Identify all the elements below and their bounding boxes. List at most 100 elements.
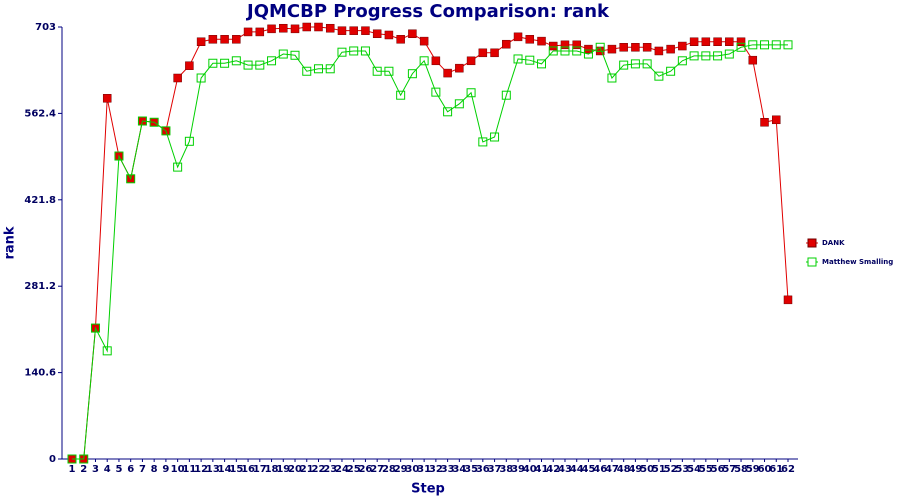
data-point (243, 27, 253, 37)
data-point (302, 66, 312, 76)
data-point (384, 30, 394, 40)
x-tick-label: 9 (162, 464, 169, 475)
data-point (502, 39, 511, 49)
x-tick-label: 28 (382, 464, 396, 475)
x-tick-label: 44 (570, 464, 584, 475)
data-point (678, 41, 687, 51)
x-tick-label: 10 (171, 464, 185, 475)
data-point (584, 44, 593, 54)
data-point (537, 36, 546, 46)
x-tick-label: 33 (441, 464, 455, 475)
x-tick-label: 57 (722, 464, 736, 475)
data-point (220, 35, 229, 44)
x-tick-label: 29 (394, 464, 408, 475)
data-point (349, 26, 358, 35)
data-point (572, 46, 582, 56)
data-point (607, 44, 617, 54)
data-point (619, 60, 629, 70)
data-point (736, 42, 746, 52)
data-point (384, 66, 394, 76)
data-point (501, 90, 511, 100)
x-tick-label: 24 (335, 464, 349, 475)
legend-marker (807, 257, 817, 267)
data-point (677, 56, 687, 66)
data-point (748, 55, 758, 65)
x-tick-label: 60 (758, 464, 772, 475)
data-point (513, 32, 523, 42)
data-point (419, 36, 429, 46)
x-tick-label: 8 (151, 464, 158, 475)
x-tick-label: 43 (558, 464, 572, 475)
data-point (278, 49, 288, 59)
legend-label: DANK (822, 239, 845, 247)
data-point (654, 46, 664, 56)
data-point (325, 23, 335, 33)
data-point (396, 90, 406, 100)
x-tick-label: 32 (429, 464, 443, 475)
data-point (279, 23, 288, 33)
data-point (701, 51, 711, 61)
data-point (560, 40, 570, 50)
data-point (760, 117, 769, 127)
data-point (372, 29, 382, 39)
data-point (478, 48, 488, 58)
x-tick-label: 7 (139, 464, 146, 475)
data-point (196, 73, 206, 83)
y-axis-label: rank (3, 226, 18, 259)
data-point (548, 46, 558, 56)
x-tick-label: 53 (675, 464, 689, 475)
data-point (760, 40, 770, 50)
data-point (595, 42, 605, 52)
data-point (560, 46, 570, 56)
x-tick-label: 30 (405, 464, 419, 475)
x-tick-label: 25 (347, 464, 361, 475)
data-point (360, 46, 370, 56)
data-point (67, 454, 77, 464)
y-tick-label: 281.2 (24, 281, 56, 292)
data-point (443, 107, 453, 117)
data-point (713, 51, 723, 61)
data-point (548, 41, 558, 51)
x-tick-label: 37 (488, 464, 502, 475)
y-tick-label: 703 (35, 22, 56, 33)
data-point (149, 117, 159, 127)
data-point (583, 49, 593, 59)
x-tick-label: 13 (206, 464, 220, 475)
data-point (454, 99, 464, 109)
data-point (208, 58, 218, 68)
x-tick-label: 51 (652, 464, 666, 475)
data-point (408, 29, 417, 39)
x-tick-label: 6 (127, 464, 134, 475)
data-point (666, 44, 675, 54)
data-point (361, 26, 370, 35)
x-tick-label: 20 (288, 464, 302, 475)
data-point (349, 46, 359, 56)
data-point (220, 58, 230, 68)
data-point (478, 137, 488, 147)
x-tick-label: 11 (182, 464, 196, 475)
legend-marker (807, 238, 817, 248)
x-tick-label: 26 (358, 464, 372, 475)
data-point (725, 37, 734, 46)
data-point (372, 66, 382, 76)
data-point (102, 346, 112, 356)
x-tick-label: 31 (417, 464, 431, 475)
series-line (72, 26, 789, 460)
data-point (137, 116, 147, 126)
x-tick-label: 58 (734, 464, 748, 475)
data-point (314, 22, 323, 32)
x-tick-label: 62 (781, 464, 795, 475)
data-point (537, 59, 547, 69)
data-point (431, 56, 441, 66)
data-point (748, 40, 758, 50)
data-point (783, 295, 793, 305)
x-tick-label: 27 (370, 464, 384, 475)
x-tick-label: 47 (605, 464, 619, 475)
data-point (466, 56, 476, 66)
data-point (173, 162, 183, 172)
x-tick-label: 22 (312, 464, 326, 475)
x-tick-label: 12 (194, 464, 208, 475)
data-point (666, 66, 676, 76)
x-tick-label: 48 (617, 464, 631, 475)
